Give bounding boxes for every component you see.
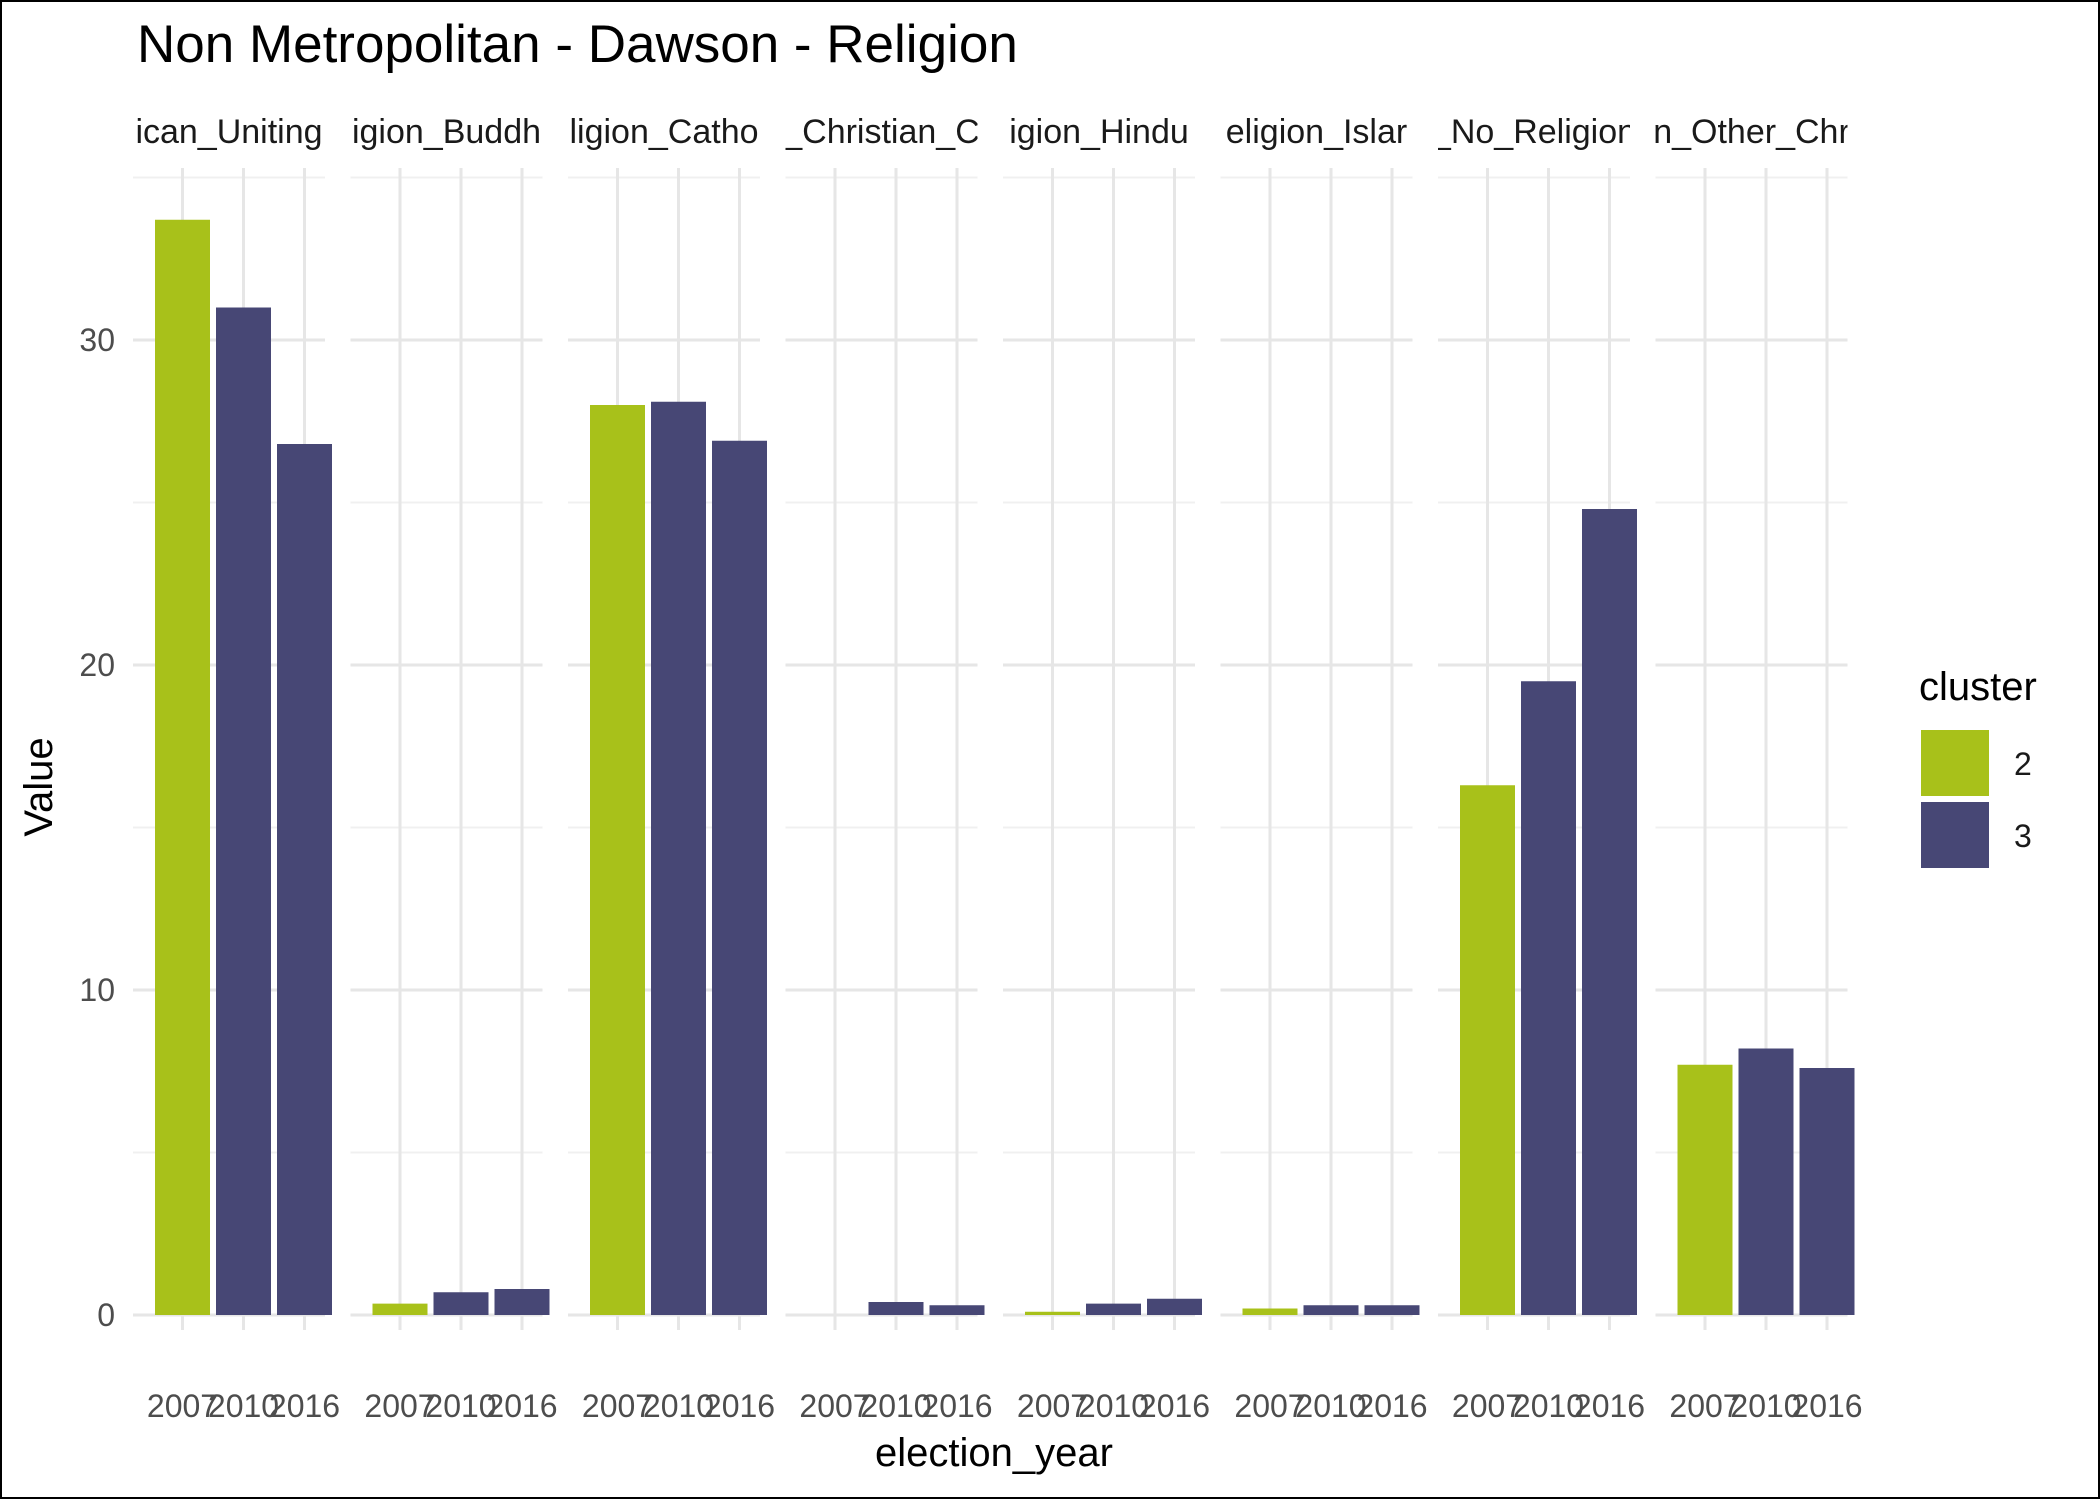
bar-2010-cluster-3 xyxy=(1738,1048,1794,1315)
legend-key-cluster-3 xyxy=(1921,802,1989,868)
bar-2007-cluster-2 xyxy=(372,1303,428,1315)
facet-strip-label: igion_Buddh xyxy=(352,113,541,151)
y-tick-label: 30 xyxy=(79,322,115,358)
legend-label-cluster-2: 2 xyxy=(2014,746,2032,782)
x-tick-label: 2016 xyxy=(486,1388,557,1424)
x-tick-label: 2010 xyxy=(208,1388,279,1424)
legend-key-cluster-2 xyxy=(1921,730,1989,796)
x-tick-label: 2007 xyxy=(1669,1388,1740,1424)
bar-2010-cluster-3 xyxy=(1303,1305,1359,1315)
bar-2007-cluster-2 xyxy=(1025,1311,1080,1315)
x-tick-label: 2007 xyxy=(1234,1388,1305,1424)
x-tick-label: 2016 xyxy=(1139,1388,1210,1424)
bar-2010-cluster-3 xyxy=(433,1292,489,1315)
x-tick-label: 2016 xyxy=(704,1388,775,1424)
x-tick-label: 2007 xyxy=(582,1388,653,1424)
bar-2016-cluster-3 xyxy=(494,1289,550,1315)
bar-2016-cluster-3 xyxy=(1364,1305,1420,1315)
x-tick-label: 2007 xyxy=(799,1388,870,1424)
bar-2007-cluster-2 xyxy=(155,219,210,1315)
x-axis-title: election_year xyxy=(875,1431,1113,1475)
x-tick-label: 2016 xyxy=(1356,1388,1427,1424)
y-axis-ticks: 0 10 20 30 xyxy=(79,322,115,1333)
facet-strip-label: _Christian_C xyxy=(782,113,980,151)
bar-2007-cluster-2 xyxy=(590,405,645,1315)
x-tick-label: 2007 xyxy=(1017,1388,1088,1424)
bar-2016-cluster-3 xyxy=(1799,1068,1855,1315)
bar-2010-cluster-3 xyxy=(216,307,271,1315)
x-tick-label: 2016 xyxy=(1574,1388,1645,1424)
legend: cluster 2 3 xyxy=(1919,665,2037,868)
facet-strip-label: igion_Hindu xyxy=(1009,113,1189,151)
bar-2016-cluster-3 xyxy=(712,440,767,1315)
y-tick-label: 20 xyxy=(79,647,115,683)
facet-strip-label: ican_Uniting xyxy=(135,113,322,151)
y-tick-label: 10 xyxy=(79,972,115,1008)
x-tick-label: 2016 xyxy=(269,1388,340,1424)
y-axis-title: Value xyxy=(17,737,61,836)
bar-2010-cluster-3 xyxy=(1086,1303,1141,1315)
x-tick-label: 2007 xyxy=(1452,1388,1523,1424)
chart-title: Non Metropolitan - Dawson - Religion xyxy=(137,15,1018,74)
bar-2016-cluster-3 xyxy=(1582,509,1637,1315)
bar-2010-cluster-3 xyxy=(1521,681,1576,1315)
legend-title: cluster xyxy=(1919,665,2037,709)
bar-2007-cluster-2 xyxy=(1242,1308,1298,1315)
x-tick-label: 2010 xyxy=(1513,1388,1584,1424)
facet-strip-label: _No_Religion xyxy=(1431,113,1636,151)
facet-strip-label: ligion_Catho xyxy=(569,113,758,151)
bar-2007-cluster-2 xyxy=(1677,1064,1733,1315)
x-tick-label: 2016 xyxy=(921,1388,992,1424)
x-tick-label: 2010 xyxy=(860,1388,931,1424)
facet-panels: ican_Uniting200720102016igion_Buddh20072… xyxy=(133,113,1863,1424)
bar-2016-cluster-3 xyxy=(929,1305,985,1315)
y-tick-label: 0 xyxy=(97,1297,115,1333)
x-tick-label: 2007 xyxy=(147,1388,218,1424)
x-tick-label: 2007 xyxy=(364,1388,435,1424)
bar-2016-cluster-3 xyxy=(277,444,332,1315)
bar-2010-cluster-3 xyxy=(868,1302,924,1315)
bar-2016-cluster-3 xyxy=(1147,1298,1202,1315)
facet-strip-label: n_Other_Chr xyxy=(1653,113,1850,151)
x-tick-label: 2010 xyxy=(1078,1388,1149,1424)
x-tick-label: 2010 xyxy=(643,1388,714,1424)
facet-strip-label: eligion_Islar xyxy=(1226,113,1407,151)
x-tick-label: 2010 xyxy=(1295,1388,1366,1424)
bar-2007-cluster-2 xyxy=(1460,785,1515,1315)
legend-label-cluster-3: 3 xyxy=(2014,818,2032,854)
x-tick-label: 2016 xyxy=(1791,1388,1862,1424)
x-tick-label: 2010 xyxy=(425,1388,496,1424)
x-tick-label: 2010 xyxy=(1730,1388,1801,1424)
bar-2010-cluster-3 xyxy=(651,401,706,1315)
